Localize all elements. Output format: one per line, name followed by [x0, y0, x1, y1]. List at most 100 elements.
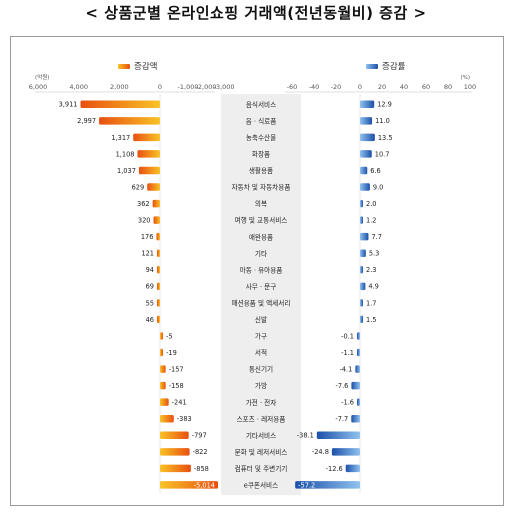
rate-value-label: 4.9: [368, 283, 379, 291]
legend-amount-swatch: [118, 63, 130, 69]
amount-value-label: -158: [169, 382, 184, 390]
category-label: 기타서비스: [246, 431, 276, 440]
rate-value-label: 1.7: [366, 299, 377, 307]
amount-bar: [160, 414, 174, 423]
rate-value-label: -1.1: [341, 349, 354, 357]
legend-rate-swatch: [366, 63, 378, 69]
rate-bar: [360, 100, 375, 109]
category-label: 서적: [255, 348, 267, 357]
category-label: 기타: [255, 249, 267, 258]
amount-value-label: 46: [146, 316, 154, 324]
rate-bar: [295, 481, 360, 489]
amount-value-label: 55: [146, 299, 154, 307]
amount-bar: [138, 166, 160, 175]
amount-value-label: 2,997: [77, 117, 96, 125]
amount-bar: [157, 282, 160, 291]
category-label: 컴퓨터 및 주변기기: [235, 464, 288, 473]
amount-bar: [160, 398, 169, 406]
rate-bar: [360, 299, 363, 307]
rate-bar: [360, 166, 368, 175]
amount-value-label: 1,108: [116, 150, 135, 158]
category-label: 스포츠 · 레저용품: [237, 414, 286, 423]
rate-tick-label: 60: [422, 83, 430, 91]
legend-amount: 증감액: [118, 60, 157, 72]
rate-value-label: 12.9: [377, 101, 392, 109]
amount-tick-label: 4,000: [69, 83, 88, 91]
category-label: 가전 · 전자: [246, 398, 277, 407]
rate-bar: [357, 348, 360, 357]
amount-value-label: 3,911: [59, 101, 78, 109]
amount-bar: [160, 464, 191, 473]
category-label: 신발: [255, 315, 267, 324]
rate-bar: [360, 232, 369, 241]
rate-value-label: 9.0: [373, 183, 384, 191]
rate-tick-label: -20: [331, 83, 342, 91]
rate-bar: [357, 332, 360, 340]
amount-bar: [80, 100, 160, 109]
rate-value-label: 5.3: [369, 250, 380, 258]
amount-tick-label: -3,000: [214, 83, 235, 91]
amount-value-label: 629: [132, 183, 145, 191]
rate-value-label: -1.6: [341, 399, 354, 407]
amount-value-label: 362: [137, 200, 150, 208]
amount-bar: [160, 431, 189, 440]
category-label: e쿠폰서비스: [244, 481, 278, 490]
amount-value-label: 94: [146, 266, 154, 274]
amount-bar: [160, 448, 190, 456]
rate-value-label: 6.6: [370, 167, 381, 175]
amount-bar: [157, 315, 160, 324]
amount-bar: [157, 249, 160, 257]
rate-bar: [360, 216, 363, 224]
amount-tick-label: -1,000: [178, 83, 199, 91]
amount-value-label: -19: [166, 349, 177, 357]
rate-tick-label: 0: [358, 83, 362, 91]
amount-bar: [157, 266, 160, 274]
rate-bar: [360, 183, 370, 191]
amount-value-label: -241: [172, 399, 187, 407]
amount-value-label: -797: [192, 432, 207, 440]
category-label: 아동 · 유아용품: [240, 265, 283, 274]
category-label: 음식서비스: [246, 100, 276, 109]
rate-bar: [345, 464, 360, 473]
amount-bar: [160, 348, 163, 357]
rate-value-label: -57.2: [298, 481, 315, 489]
rate-tick-label: -40: [309, 83, 320, 91]
rate-bar: [360, 282, 366, 291]
amount-bar: [157, 299, 160, 307]
category-band: [221, 94, 301, 496]
rate-value-label: -0.1: [341, 332, 354, 340]
amount-bar: [147, 183, 160, 191]
rate-bar: [360, 199, 363, 208]
amount-bar: [137, 150, 160, 158]
amount-bar: [160, 332, 163, 340]
rate-tick-label: 20: [378, 83, 386, 91]
legend-amount-label: 증감액: [134, 62, 158, 72]
category-label: 사무 · 문구: [246, 282, 277, 291]
amount-tick-label: 2,000: [110, 83, 129, 91]
rate-value-label: -7.6: [336, 382, 349, 390]
rate-value-label: 7.7: [371, 233, 382, 241]
amount-tick-label: -2,000: [196, 83, 217, 91]
rate-value-label: 13.5: [378, 134, 393, 142]
rate-bar: [331, 448, 360, 456]
rate-bar: [360, 315, 363, 324]
rate-value-label: 1.2: [366, 217, 377, 225]
amount-bar: [160, 381, 166, 390]
amount-bar: [133, 133, 160, 142]
rate-value-label: 1.5: [366, 316, 377, 324]
category-label: 자동차 및 자동차용품: [232, 183, 291, 192]
rate-bar: [316, 431, 360, 440]
amount-unit-label: (억원): [35, 73, 49, 81]
amount-value-label: -858: [194, 465, 209, 473]
category-label: 애완용품: [249, 232, 273, 241]
rate-tick-label: 40: [400, 83, 408, 91]
category-label: 생활용품: [249, 166, 273, 175]
rate-value-label: 2.0: [366, 200, 377, 208]
amount-bar: [160, 365, 166, 373]
amount-value-label: -5: [166, 332, 173, 340]
category-label: 통신기기: [249, 365, 273, 374]
amount-bar: [153, 216, 160, 224]
amount-value-label: -157: [169, 365, 184, 373]
rate-bar: [360, 133, 375, 142]
amount-bar: [152, 199, 160, 208]
